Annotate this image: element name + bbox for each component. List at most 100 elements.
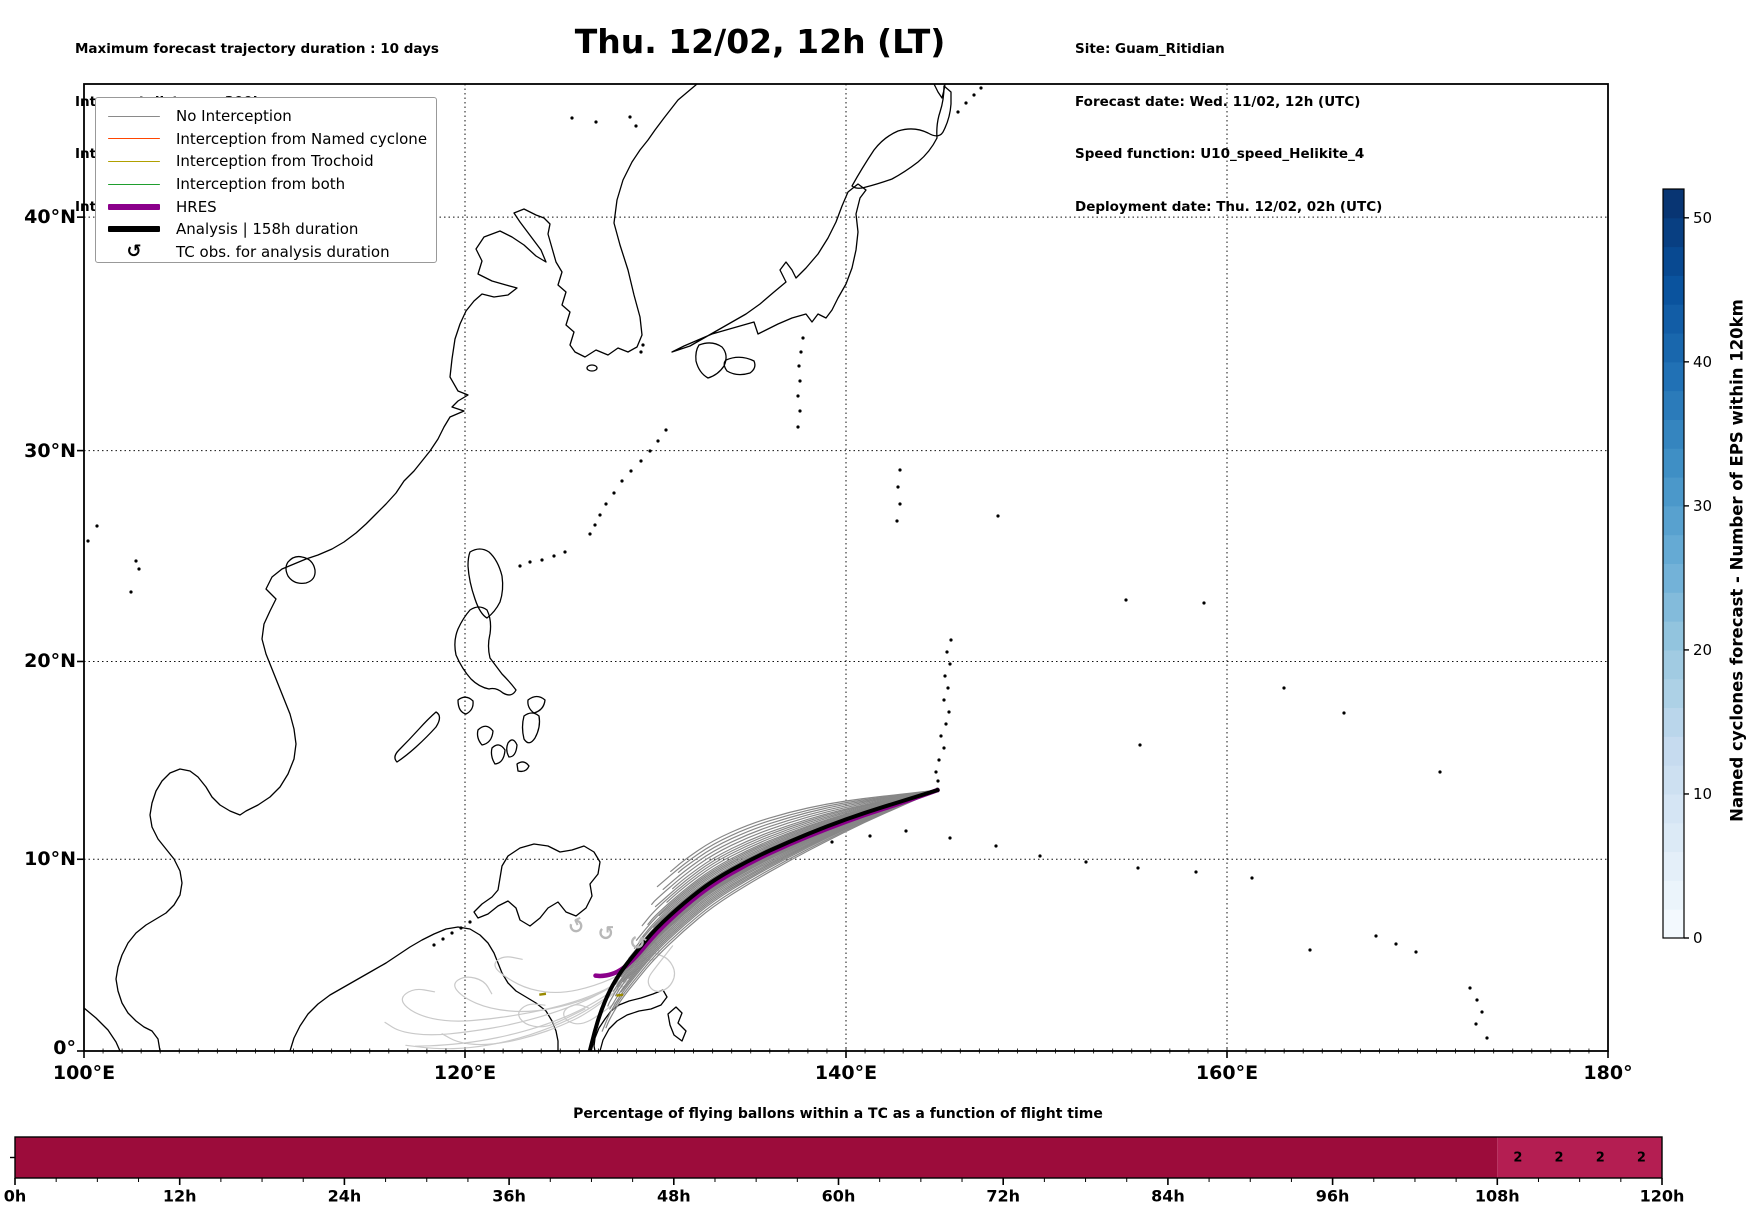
legend-item: Interception from Named cyclone (106, 128, 436, 151)
island-dot (796, 394, 800, 398)
island-dot (904, 829, 908, 833)
island-dot (949, 638, 953, 642)
island-dot (134, 559, 138, 563)
trajectory-ensemble (647, 789, 938, 942)
colorbar-step (1663, 909, 1684, 939)
coast-sakhalin (933, 84, 946, 99)
island-dot (796, 425, 800, 429)
island-dot (641, 343, 645, 347)
island-dot (664, 428, 668, 432)
trajectory-faded (494, 953, 655, 994)
coast-mindanao (473, 843, 601, 927)
trajectory-ensemble (677, 789, 938, 873)
colorbar-tick-label: 10 (1693, 784, 1713, 803)
colorbar-step (1663, 275, 1684, 305)
island-dot (898, 468, 902, 472)
lon-tick-label: 180° (1583, 1062, 1633, 1084)
island-dot (570, 116, 574, 120)
colorbar-tick-label: 20 (1693, 640, 1713, 659)
legend-line-icon (108, 115, 160, 117)
trajectory-faded (563, 998, 620, 1025)
coast-leyte (521, 712, 541, 744)
island-dot (868, 834, 872, 838)
trajectory-faded (441, 993, 615, 1046)
strip-bin-value: 2 (1554, 1150, 1564, 1165)
coast-taiwan (467, 548, 504, 619)
lon-tick-label: 160°E (1195, 1062, 1259, 1084)
island-dot (563, 550, 567, 554)
strip-hour-label: 108h (1474, 1186, 1520, 1206)
legend-item-label: Interception from both (176, 175, 346, 194)
island-dot (594, 120, 598, 124)
coast-negros (490, 744, 506, 765)
trajectory-ensemble (666, 789, 938, 903)
island-dot (450, 931, 454, 935)
colorbar-step (1663, 304, 1684, 334)
trajectory-faded (405, 985, 624, 1050)
strip-bin-value: 2 (1513, 1150, 1523, 1165)
map-frame (77, 83, 1609, 1058)
island-dot (896, 485, 900, 489)
colorbar-step (1663, 505, 1684, 536)
colorbar-axis-label: Named cyclones forecast - Number of EPS … (1727, 299, 1747, 822)
island-dot (540, 558, 544, 562)
island-dot (441, 937, 445, 941)
colorbar-step (1663, 563, 1684, 593)
island-dot (86, 539, 90, 543)
island-dot (1282, 686, 1286, 690)
strip-chart (10, 1136, 1663, 1185)
strip-hour-label: 12h (162, 1186, 197, 1206)
colorbar-step (1663, 217, 1684, 248)
colorbar-step (1663, 448, 1684, 478)
coast-halmahera (667, 1006, 687, 1042)
site-line: Forecast date: Wed. 11/02, 12h (UTC) (1075, 93, 1361, 110)
legend: No Interception Interception from Named c… (95, 97, 437, 263)
legend-item-label: Interception from Named cyclone (176, 129, 428, 148)
island-dot (1485, 1036, 1489, 1040)
colorbar-step (1663, 851, 1684, 881)
colorbar-step (1663, 707, 1684, 737)
trajectory-ensemble (614, 789, 938, 997)
island-dot (937, 758, 941, 762)
site-line: Site: Guam_Ritidian (1075, 41, 1225, 57)
coast-cheju (586, 364, 598, 372)
trajectory-hres (593, 787, 940, 979)
trajectory-faded (401, 960, 649, 1022)
island-dot (944, 722, 948, 726)
legend-line-sample-icon (106, 203, 162, 210)
legend-line-sample-icon (106, 226, 162, 233)
island-dot (628, 115, 632, 119)
tc-obs-marker-icon: ↺ (564, 912, 589, 941)
strip-hour-label: 0h (3, 1186, 27, 1206)
island-dot (948, 662, 952, 666)
colorbar (1662, 188, 1689, 939)
strip-hour-label: 84h (1151, 1186, 1185, 1206)
island-dot (468, 920, 472, 924)
trajectory-ensemble (641, 789, 938, 927)
trajectory-ensemble (672, 789, 938, 890)
strip-hour-label: 96h (1315, 1186, 1350, 1206)
map-gridlines (84, 84, 1608, 1051)
legend-item-label: Analysis | 158h duration (176, 220, 359, 239)
lon-tick-label: 120°E (433, 1062, 497, 1084)
trajectory-ensemble (651, 789, 938, 905)
site-line: Deployment date: Thu. 12/02, 02h (UTC) (1075, 198, 1383, 215)
strip-segment (15, 1137, 1498, 1178)
colorbar-step (1663, 361, 1684, 392)
island-dot (1394, 942, 1398, 946)
island-dot (129, 590, 133, 594)
island-dot (801, 336, 805, 340)
colorbar-step (1663, 534, 1684, 564)
island-dot (1038, 854, 1042, 858)
island-dot (612, 491, 616, 495)
trajectory-ensemble (613, 789, 938, 1010)
trajectory-ensemble (613, 789, 938, 992)
legend-line-sample-icon (106, 183, 162, 185)
legend-item-label: TC obs. for analysis duration (176, 242, 390, 261)
island-dot (895, 519, 899, 523)
island-dot (797, 364, 801, 368)
trajectory-faded (647, 945, 676, 992)
coast-samar (527, 695, 546, 714)
island-dot (898, 502, 902, 506)
island-dot (942, 698, 946, 702)
